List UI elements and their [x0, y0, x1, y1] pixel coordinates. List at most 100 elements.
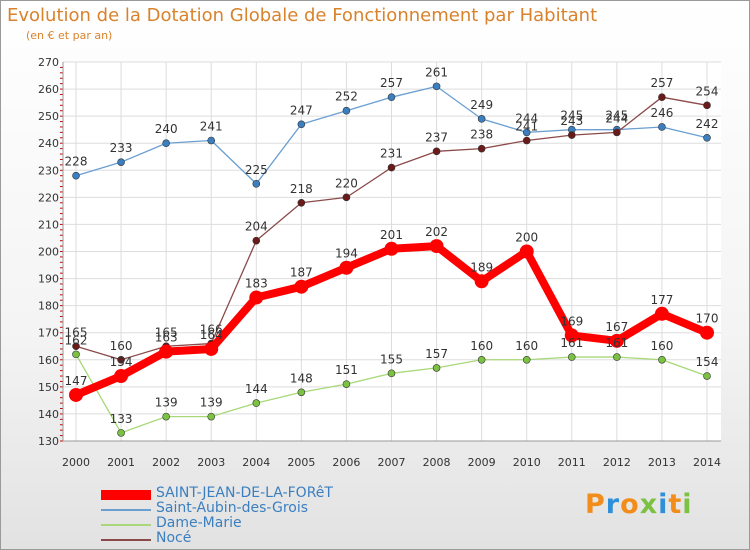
point-dame-marie-2001	[117, 429, 125, 437]
point-dame-marie-2014	[703, 372, 711, 380]
point-dame-marie-2007	[387, 369, 396, 378]
point-saint-jean-de-la-for-t-2010	[519, 244, 534, 259]
data-label-dame-marie-2011: 161	[560, 336, 583, 350]
point-dame-marie-2008	[432, 364, 441, 372]
legend-label-saint-aubin-des-grois: Saint-Aubin-des-Grois	[156, 500, 309, 516]
point-saint-aubin-des-grois-2010	[522, 128, 531, 137]
x-tick-label-2006: 2006	[332, 456, 360, 469]
point-saint-jean-de-la-for-t-2005	[294, 279, 309, 294]
point-saint-jean-de-la-for-t-2000	[69, 387, 83, 402]
y-tick-label-210: 210	[38, 218, 59, 231]
data-label-saint-aubin-des-grois-2002: 240	[155, 122, 178, 136]
point-saint-aubin-des-grois-2000	[72, 171, 80, 180]
point-saint-aubin-des-grois-2008	[432, 82, 441, 91]
y-tick-label-260: 260	[38, 83, 59, 96]
data-label-saint-aubin-des-grois-2014: 242	[696, 117, 719, 131]
x-tick-label-2010: 2010	[513, 456, 541, 469]
data-label-noc--2012: 244	[605, 111, 628, 125]
data-label-dame-marie-2014: 154	[696, 355, 719, 369]
proxiti-logo: Proxiti	[585, 489, 693, 520]
point-saint-aubin-des-grois-2014	[703, 134, 711, 142]
x-tick-label-2013: 2013	[648, 456, 676, 469]
data-label-saint-aubin-des-grois-2003: 241	[200, 120, 223, 134]
point-saint-jean-de-la-for-t-2003	[204, 341, 219, 356]
point-saint-aubin-des-grois-2006	[342, 106, 351, 115]
data-label-noc--2007: 231	[380, 147, 403, 161]
legend-swatch-dame-marie	[101, 523, 151, 526]
data-label-dame-marie-2007: 155	[380, 352, 403, 366]
point-saint-jean-de-la-for-t-2011	[564, 328, 579, 343]
y-tick-label-170: 170	[38, 327, 59, 340]
data-label-noc--2010: 241	[515, 120, 538, 134]
point-saint-jean-de-la-for-t-2008	[429, 239, 444, 254]
data-label-dame-marie-2006: 151	[335, 363, 358, 377]
point-saint-jean-de-la-for-t-2006	[339, 260, 354, 275]
y-tick-label-220: 220	[38, 191, 59, 204]
x-tick-label-2009: 2009	[468, 456, 496, 469]
point-saint-jean-de-la-for-t-2012	[609, 333, 624, 348]
point-saint-aubin-des-grois-2003	[207, 136, 216, 145]
point-noc--2014	[703, 101, 711, 110]
y-tick-label-140: 140	[38, 408, 59, 421]
data-label-dame-marie-2000: 162	[65, 333, 88, 347]
point-saint-jean-de-la-for-t-2002	[159, 344, 174, 359]
data-label-saint-jean-de-la-for-t-2012: 167	[605, 320, 628, 334]
point-dame-marie-2006	[342, 380, 351, 388]
data-label-dame-marie-2013: 160	[650, 339, 673, 353]
point-saint-aubin-des-grois-2013	[658, 123, 666, 131]
x-tick-label-2004: 2004	[242, 456, 270, 469]
x-tick-label-2002: 2002	[152, 456, 180, 469]
point-noc--2007	[387, 163, 396, 172]
point-dame-marie-2004	[252, 399, 261, 407]
point-saint-jean-de-la-for-t-2013	[654, 306, 669, 321]
point-dame-marie-2010	[522, 355, 531, 364]
x-tick-label-2012: 2012	[603, 456, 631, 469]
point-saint-jean-de-la-for-t-2014	[700, 325, 714, 340]
data-label-saint-aubin-des-grois-2012: 245	[605, 109, 628, 123]
point-saint-aubin-des-grois-2001	[117, 158, 125, 166]
data-label-saint-jean-de-la-for-t-2009: 189	[470, 260, 493, 274]
point-saint-jean-de-la-for-t-2001	[114, 369, 129, 384]
x-tick-label-2003: 2003	[197, 456, 225, 469]
data-label-saint-jean-de-la-for-t-2007: 201	[380, 228, 403, 242]
y-tick-label-230: 230	[38, 164, 59, 177]
point-dame-marie-2000	[72, 350, 80, 359]
point-saint-aubin-des-grois-2002	[162, 139, 170, 148]
data-label-saint-aubin-des-grois-2006: 252	[335, 90, 358, 104]
series-layer	[69, 82, 714, 437]
data-label-saint-jean-de-la-for-t-2002: 163	[155, 331, 178, 345]
data-label-dame-marie-2005: 148	[290, 371, 313, 385]
data-label-dame-marie-2009: 160	[470, 339, 493, 353]
data-label-noc--2001: 160	[110, 339, 133, 353]
point-noc--2006	[342, 193, 351, 202]
data-label-saint-aubin-des-grois-2010: 244	[515, 111, 538, 125]
point-dame-marie-2009	[477, 355, 486, 364]
point-saint-aubin-des-grois-2005	[297, 120, 306, 129]
point-saint-aubin-des-grois-2007	[387, 93, 396, 101]
data-label-noc--2003: 166	[200, 323, 223, 337]
data-label-saint-aubin-des-grois-2009: 249	[470, 98, 493, 112]
data-label-saint-jean-de-la-for-t-2005: 187	[290, 266, 313, 280]
point-noc--2011	[567, 131, 576, 139]
y-tick-label-180: 180	[38, 300, 59, 313]
x-tick-label-2001: 2001	[107, 456, 135, 469]
data-label-saint-aubin-des-grois-2005: 247	[290, 103, 313, 117]
legend-label-dame-marie: Dame-Marie	[156, 515, 242, 531]
data-label-saint-aubin-des-grois-2000: 228	[65, 155, 88, 169]
point-dame-marie-2013	[658, 355, 666, 364]
data-label-saint-aubin-des-grois-2008: 261	[425, 65, 448, 79]
data-label-saint-jean-de-la-for-t-2001: 154	[110, 355, 133, 369]
data-label-saint-aubin-des-grois-2011: 245	[560, 109, 583, 123]
y-tick-label-150: 150	[38, 381, 59, 394]
data-label-dame-marie-2001: 133	[110, 412, 133, 426]
data-label-noc--2014: 254	[696, 84, 719, 98]
data-label-dame-marie-2002: 139	[155, 396, 178, 410]
data-label-saint-jean-de-la-for-t-2000: 147	[65, 374, 88, 388]
data-label-dame-marie-2012: 161	[605, 336, 628, 350]
point-noc--2001	[117, 355, 125, 364]
legend-label-saint-jean-de-la-for-t: SAINT-JEAN-DE-LA-FORêT	[156, 485, 333, 501]
legend-swatch-saint-jean-de-la-for-t	[101, 489, 151, 500]
